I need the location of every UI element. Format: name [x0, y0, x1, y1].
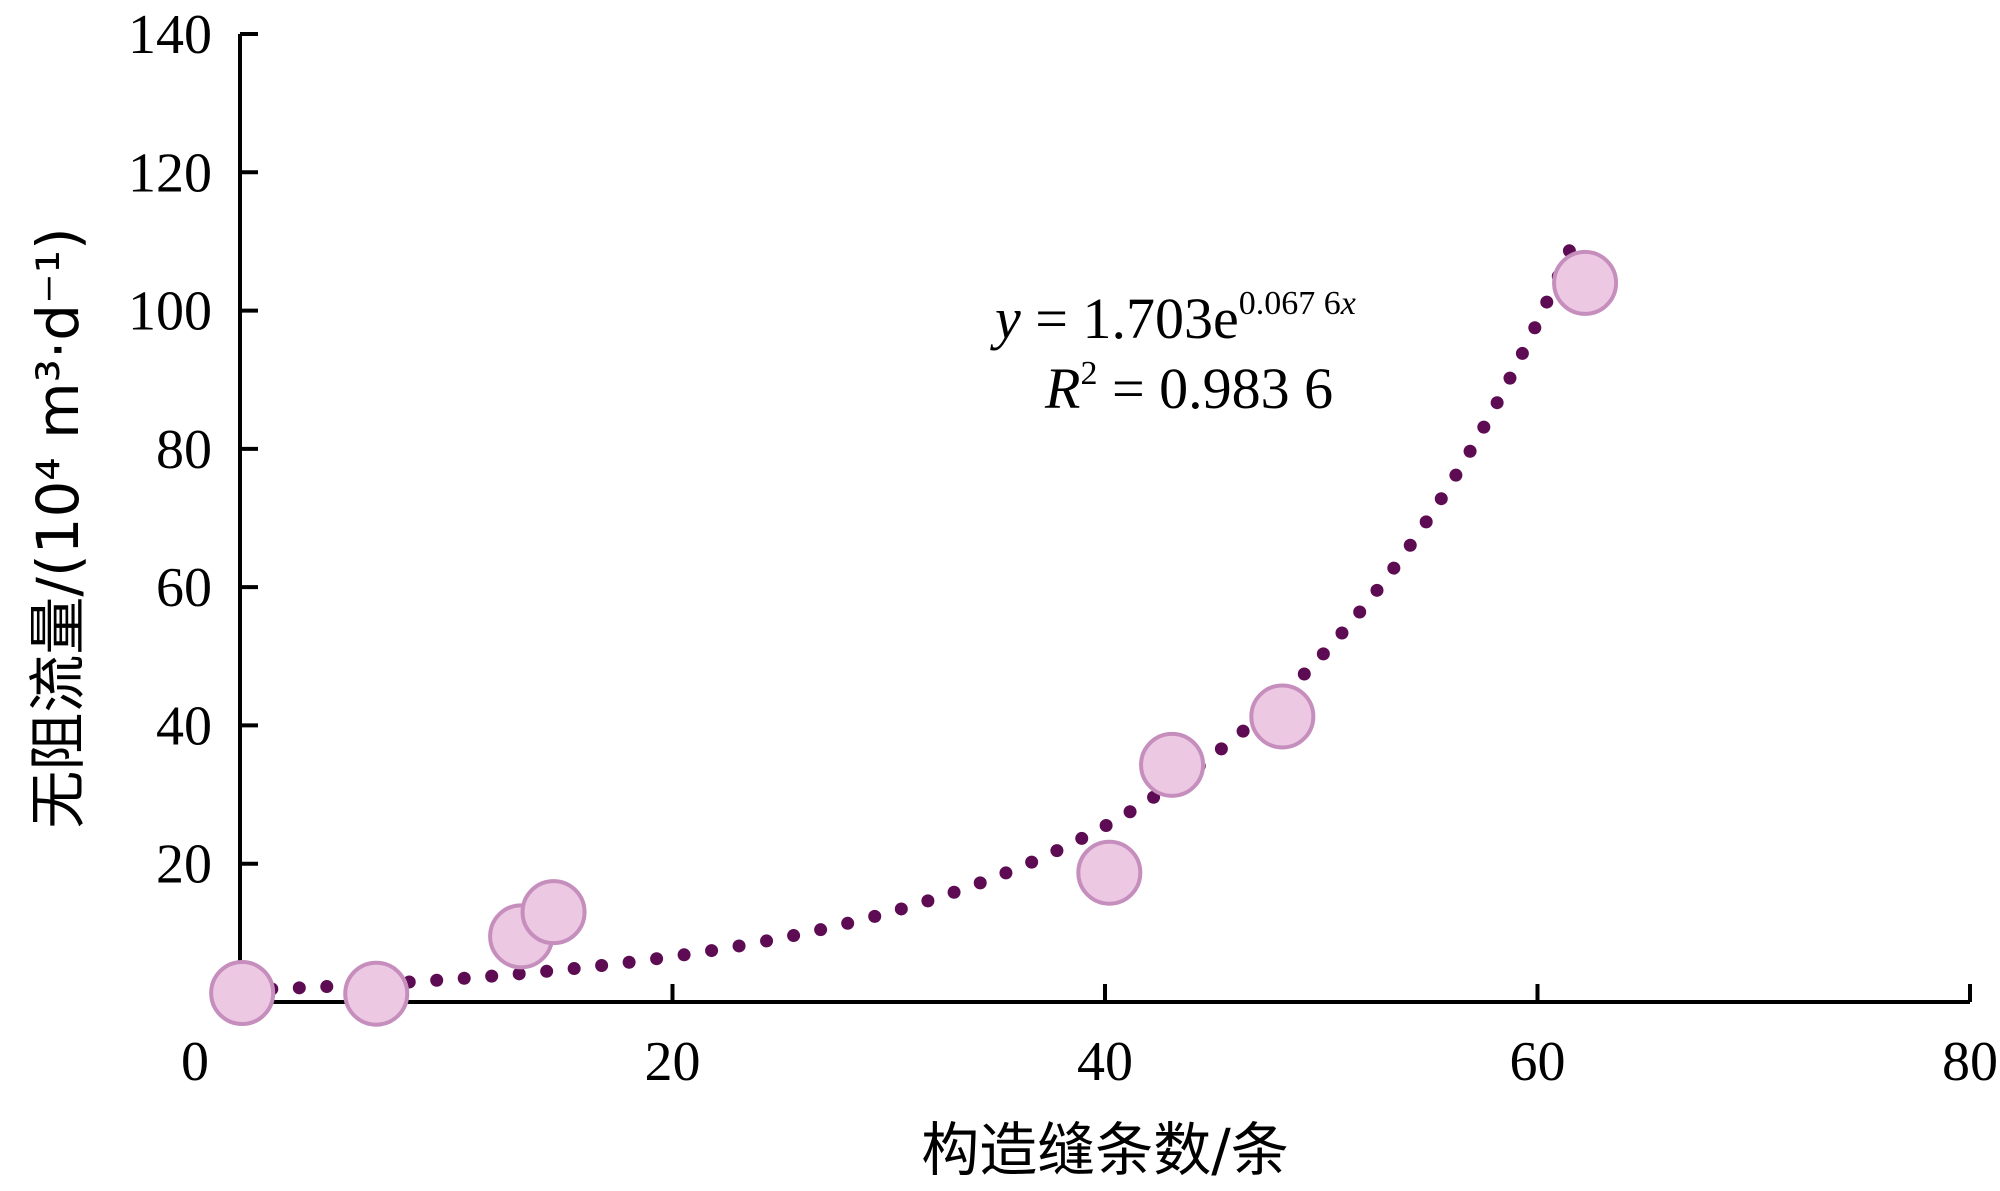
- y-tick-label: 120: [128, 142, 212, 204]
- trendline-dot: [622, 955, 636, 969]
- y-tick-label: 40: [156, 695, 212, 757]
- trendline-dot: [1503, 371, 1517, 385]
- trendline-dot: [1528, 321, 1542, 335]
- trendline-dot: [1297, 667, 1311, 681]
- trendline-dot: [894, 902, 908, 916]
- trendline-dot: [1099, 818, 1113, 832]
- y-tick-label: 100: [128, 281, 212, 343]
- trendline-dot: [1214, 742, 1228, 756]
- trendline-dot: [1403, 538, 1417, 552]
- equation-var: y: [990, 286, 1021, 351]
- trendline-dot: [1370, 583, 1384, 597]
- y-tick-label: 20: [156, 834, 212, 896]
- data-point: [1552, 249, 1619, 316]
- trendline-dot: [320, 980, 334, 994]
- trendline-dot: [1316, 647, 1330, 661]
- r-squared-label: R2 = 0.983 6: [1044, 355, 1333, 421]
- trendline-dot: [485, 969, 499, 983]
- trendline-dot: [1434, 492, 1448, 506]
- x-tick-label: 20: [645, 1031, 701, 1093]
- trendline-dot: [292, 981, 306, 995]
- x-tick-label: 0: [181, 1031, 209, 1093]
- data-point: [1076, 839, 1143, 906]
- trendline-dot: [1075, 831, 1089, 845]
- r-squared-power: 2: [1080, 355, 1097, 392]
- x-tick-label: 40: [1077, 1031, 1133, 1093]
- trendline-dot: [1335, 626, 1349, 640]
- trendline-dot: [540, 964, 554, 978]
- trendline-dot: [677, 948, 691, 962]
- trendline-dot: [1515, 346, 1529, 360]
- trendline-dot: [1025, 855, 1039, 869]
- data-point: [209, 960, 276, 1027]
- trendline-dot: [1387, 561, 1401, 575]
- trendline-dot: [1463, 444, 1477, 458]
- trendline-dot: [947, 885, 961, 899]
- trendline-dot: [868, 909, 882, 923]
- trendline-dot: [1477, 420, 1491, 434]
- data-point: [343, 960, 410, 1027]
- trendline-dot: [1236, 724, 1250, 738]
- trendline-dot: [1050, 844, 1064, 858]
- equation-exponent-var: x: [1340, 285, 1356, 322]
- y-tick-label: 80: [156, 419, 212, 481]
- y-tick-label: 60: [156, 557, 212, 619]
- trendline-dot: [705, 944, 719, 958]
- trendline-dot: [1353, 605, 1367, 619]
- trendline-dot: [457, 971, 471, 985]
- trendline-dot: [512, 967, 526, 981]
- r-squared-var: R: [1044, 356, 1080, 421]
- trendline-dot: [973, 876, 987, 890]
- trendline: [237, 244, 1576, 997]
- data-points: [209, 249, 1619, 1027]
- x-ticks: 0 20 40 60 80: [181, 984, 1998, 1093]
- trendline-dot: [921, 894, 935, 908]
- trendline-dot: [841, 916, 855, 930]
- data-point: [1249, 683, 1316, 750]
- equation-label: y = 1.703e0.067 6x: [990, 285, 1356, 351]
- trendline-dot: [1419, 515, 1433, 529]
- trendline-dot: [567, 962, 581, 976]
- trendline-dot: [732, 939, 746, 953]
- y-axis-title: 无阻流量/(10⁴ m³·d⁻¹): [24, 227, 92, 828]
- x-tick-label: 60: [1510, 1031, 1566, 1093]
- trendline-dot: [1449, 468, 1463, 482]
- trendline-dot: [999, 866, 1013, 880]
- data-point: [520, 879, 587, 946]
- equation-exponent: 0.067 6: [1239, 285, 1341, 322]
- trendline-dot: [595, 959, 609, 973]
- trendline-dot: [814, 923, 828, 937]
- data-point: [1139, 731, 1206, 798]
- trendline-dot: [1490, 396, 1504, 410]
- y-ticks: 20 40 60 80 100 120 140: [128, 4, 258, 896]
- y-tick-label: 140: [128, 4, 212, 66]
- trendline-dot: [760, 934, 774, 948]
- trendline-dot: [430, 973, 444, 987]
- r-squared-rhs: = 0.983 6: [1097, 356, 1333, 421]
- x-tick-label: 80: [1942, 1031, 1998, 1093]
- x-axis-title: 构造缝条数/条: [921, 1116, 1289, 1184]
- equation-rhs: = 1.703e: [1021, 286, 1239, 351]
- trendline-dot: [787, 929, 801, 943]
- trendline-dot: [650, 952, 664, 966]
- trendline-dot: [1123, 805, 1137, 819]
- trendline-dot: [1540, 295, 1554, 309]
